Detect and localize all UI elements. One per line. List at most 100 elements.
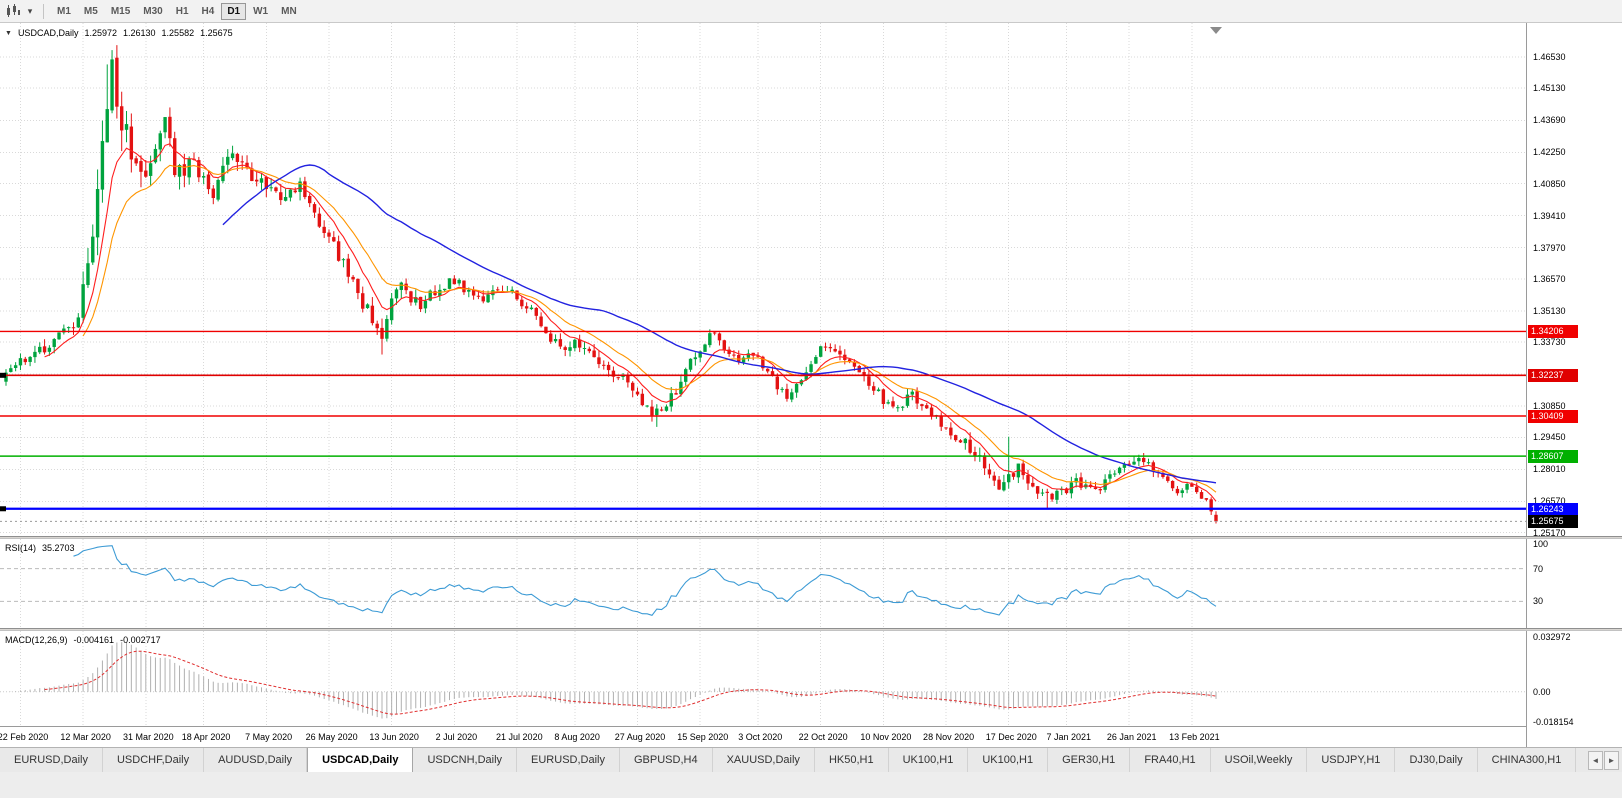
symbol-tab-fra40-h1[interactable]: FRA40,H1 — [1130, 748, 1211, 772]
rsi-axis-tick: 70 — [1533, 563, 1544, 574]
date-label: 2 Jul 2020 — [435, 732, 478, 742]
symbol-tab-usdchf-daily[interactable]: USDCHF,Daily — [103, 748, 205, 772]
ohlc-close: 1.25675 — [200, 28, 233, 38]
date-label: 7 May 2020 — [245, 732, 293, 742]
symbol-tab-uk100-h1[interactable]: UK100,H1 — [889, 748, 969, 772]
ohlc-open: 1.25972 — [84, 28, 117, 38]
symbol-tab-ger30-h1[interactable]: GER30,H1 — [1048, 748, 1131, 772]
date-label: 7 Jan 2021 — [1046, 732, 1092, 742]
price-tick: 1.39410 — [1533, 210, 1566, 221]
price-tick: 1.43690 — [1533, 115, 1566, 126]
date-label: 13 Jun 2020 — [369, 732, 419, 742]
chart-canvas[interactable] — [0, 23, 1526, 726]
price-tick: 1.37970 — [1533, 242, 1566, 253]
toolbar-separator — [43, 3, 44, 19]
price-axis[interactable]: 1.46530 1.45130 1.43690 1.42250 1.40850 1.394… — [1526, 23, 1622, 747]
level-price-label: 1.32237 — [1528, 369, 1578, 383]
symbol-tab-audusd-daily[interactable]: AUDUSD,Daily — [204, 748, 308, 772]
date-label: 13 Feb 2021 — [1169, 732, 1220, 742]
chart-window-icon[interactable] — [4, 3, 22, 19]
tabs-scroll-right-button[interactable]: ► — [1604, 750, 1619, 770]
moving-average-line — [82, 164, 1217, 493]
level-price-label: 1.30409 — [1528, 410, 1578, 423]
macd-signal-line — [44, 650, 1217, 715]
timeframe-button-m30[interactable]: M30 — [143, 5, 163, 17]
date-label: 22 Feb 2020 — [0, 732, 49, 742]
symbol-tab-usoil-weekly[interactable]: USOil,Weekly — [1211, 748, 1308, 772]
rsi-axis-tick: 30 — [1533, 596, 1544, 607]
symbol-tab-usdcad-daily[interactable]: USDCAD,Daily — [307, 748, 414, 772]
date-label: 27 Aug 2020 — [614, 732, 666, 742]
timeframe-button-d1[interactable]: D1 — [221, 2, 247, 20]
collapse-pane-icon[interactable]: ▼ — [5, 29, 12, 37]
date-label: 10 Nov 2020 — [860, 732, 912, 742]
macd-axis-tick: 0.00 — [1533, 686, 1551, 697]
date-label: 18 Apr 2020 — [181, 732, 231, 742]
macd-signal-value: -0.002717 — [120, 635, 161, 645]
price-tick: 1.25170 — [1533, 527, 1566, 538]
macd-histogram — [10, 642, 1217, 719]
timeframe-button-m15[interactable]: M15 — [110, 5, 131, 17]
price-tick: 1.35130 — [1533, 305, 1566, 316]
symbol-tab-u[interactable]: U — [1576, 748, 1585, 772]
macd-name: MACD(12,26,9) — [5, 635, 68, 645]
date-label: 17 Dec 2020 — [985, 732, 1037, 742]
price-tick: 1.26570 — [1533, 496, 1566, 507]
macd-indicator-label: MACD(12,26,9) -0.004161 -0.002717 — [5, 635, 161, 645]
macd-axis-tick: 0.032972 — [1533, 631, 1571, 642]
timeframe-bar: M1 M5 M15 M30 H1 H4 D1 W1 MN — [51, 2, 303, 20]
symbol-tab-usdcnh-daily[interactable]: USDCNH,Daily — [413, 748, 518, 772]
pane-separator-rsi[interactable] — [0, 536, 1622, 539]
date-label: 21 Jul 2020 — [496, 732, 543, 742]
candlestick-chart-icon — [7, 4, 20, 17]
date-label: 26 May 2020 — [305, 732, 358, 742]
ohlc-high: 1.26130 — [123, 28, 156, 38]
symbol-tab-uk100-h1[interactable]: UK100,H1 — [968, 748, 1049, 772]
date-label: 8 Aug 2020 — [554, 732, 600, 742]
date-label: 12 Mar 2020 — [60, 732, 111, 742]
symbol-tab-eurusd-daily[interactable]: EURUSD,Daily — [517, 748, 620, 772]
level-price-label: 1.26243 — [1528, 502, 1578, 516]
chart-grid — [0, 23, 1526, 726]
price-tick: 1.45130 — [1533, 83, 1566, 94]
pane-separator-macd[interactable] — [0, 628, 1622, 631]
timeframe-button-h1[interactable]: H1 — [175, 5, 189, 17]
chart-window: ▼ USDCAD,Daily 1.25972 1.26130 1.25582 1… — [0, 23, 1622, 747]
ohlc-low: 1.25582 — [161, 28, 195, 38]
symbol-tab-hk50-h1[interactable]: HK50,H1 — [815, 748, 889, 772]
timeframe-button-h4[interactable]: H4 — [201, 5, 215, 17]
date-label: 26 Jan 2021 — [1106, 732, 1157, 742]
symbol-tab-gbpusd-h4[interactable]: GBPUSD,H4 — [620, 748, 713, 772]
price-tick: 1.33730 — [1533, 337, 1566, 348]
timeframe-button-mn[interactable]: MN — [281, 5, 297, 17]
top-toolbar: ▾ M1 M5 M15 M30 H1 H4 D1 W1 MN — [0, 0, 1622, 23]
symbol-tab-bar: EURUSD,Daily USDCHF,Daily AUDUSD,Daily USDC… — [0, 747, 1622, 772]
date-axis[interactable]: 22 Feb 2020 12 Mar 2020 31 Mar 2020 18 Apr … — [0, 726, 1526, 747]
price-tick: 1.36570 — [1533, 273, 1566, 284]
price-tick: 1.30850 — [1533, 401, 1566, 412]
moving-average-line — [222, 164, 1217, 484]
symbol-tab-usdjpy-h1[interactable]: USDJPY,H1 — [1307, 748, 1396, 772]
price-tick: 1.46530 — [1533, 52, 1566, 63]
price-tick: 1.42250 — [1533, 147, 1566, 158]
symbol-tab-china300-h1[interactable]: CHINA300,H1 — [1478, 748, 1577, 772]
date-label: 15 Sep 2020 — [677, 732, 729, 742]
symbol-tab-eurusd-daily[interactable]: EURUSD,Daily — [0, 748, 103, 772]
symbol-tab-dj30-daily[interactable]: DJ30,Daily — [1395, 748, 1478, 772]
chevron-down-icon[interactable]: ▾ — [27, 5, 33, 16]
symbol-tab-xauusd-daily[interactable]: XAUUSD,Daily — [713, 748, 815, 772]
timeframe-button-m5[interactable]: M5 — [83, 5, 98, 17]
moving-average-line — [44, 143, 1217, 502]
chart-ohlc-header: ▼ USDCAD,Daily 1.25972 1.26130 1.25582 1… — [5, 28, 233, 38]
rsi-line — [73, 545, 1217, 616]
date-label: 31 Mar 2020 — [123, 732, 174, 742]
date-label: 3 Oct 2020 — [738, 732, 783, 742]
current-price-label: 1.25675 — [1528, 515, 1578, 529]
tabs-scroll-left-button[interactable]: ◄ — [1588, 750, 1603, 770]
price-tick: 1.40850 — [1533, 178, 1566, 189]
timeframe-button-m1[interactable]: M1 — [57, 5, 71, 17]
timeframe-button-w1[interactable]: W1 — [253, 5, 269, 17]
candlesticks — [4, 45, 1218, 524]
price-tick: 1.29450 — [1533, 432, 1566, 443]
level-price-label: 1.34206 — [1528, 325, 1578, 339]
